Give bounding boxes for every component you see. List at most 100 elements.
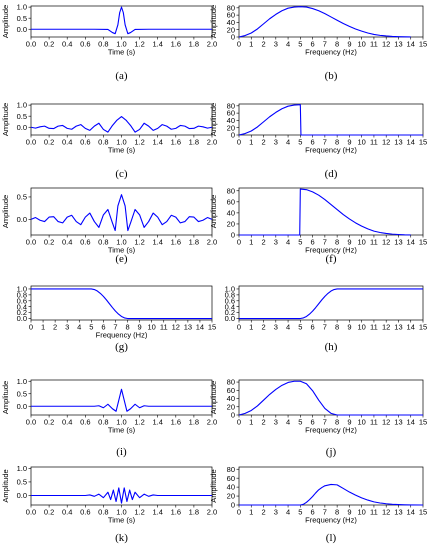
x-tick-label: 1.8 <box>189 238 199 247</box>
y-tick-label: 80 <box>227 465 235 474</box>
x-tick-label: 5 <box>89 323 93 332</box>
y-tick-label: 20 <box>227 123 235 132</box>
x-tick-label: 9 <box>347 508 351 517</box>
x-tick-label: 13 <box>184 323 192 332</box>
x-tick-label: 2 <box>261 138 265 147</box>
y-tick-label: 1.0 <box>17 464 27 473</box>
y-tick-label: 80 <box>227 378 235 387</box>
y-tick-label: 20 <box>227 25 235 34</box>
x-tick-label: 9 <box>347 418 351 427</box>
x-tick-label: 10 <box>357 323 365 332</box>
series-line <box>31 487 212 504</box>
x-tick-label: 2 <box>261 508 265 517</box>
x-tick-label: 0 <box>237 40 241 49</box>
x-tick-label: 11 <box>370 508 378 517</box>
x-tick-label: 0.6 <box>80 40 90 49</box>
panel-caption: (c) <box>115 168 128 180</box>
y-tick-label: 40 <box>227 394 235 403</box>
x-axis-label: Frequency (Hz) <box>305 146 357 155</box>
x-tick-label: 1 <box>41 323 45 332</box>
x-tick-label: 9 <box>347 323 351 332</box>
x-tick-label: 3 <box>274 323 278 332</box>
y-tick-label: 0.2 <box>17 308 27 317</box>
y-axis-label: Amplitude <box>1 469 10 502</box>
x-tick-label: 15 <box>208 323 216 332</box>
x-tick-label: 4 <box>286 40 290 49</box>
x-tick-label: 2.0 <box>207 508 217 517</box>
x-tick-label: 1.2 <box>134 418 144 427</box>
x-tick-label: 5 <box>298 138 302 147</box>
x-tick-label: 0.2 <box>44 238 54 247</box>
x-tick-label: 15 <box>419 508 427 517</box>
x-tick-label: 8 <box>335 138 339 147</box>
x-tick-label: 1 <box>249 508 253 517</box>
y-axis-label: Amplitude <box>209 103 218 136</box>
y-tick-label: 0.0 <box>17 215 27 224</box>
x-tick-label: 0.6 <box>80 508 90 517</box>
x-tick-label: 1.0 <box>116 508 126 517</box>
x-axis-label: Frequency (Hz) <box>305 48 357 57</box>
x-tick-label: 13 <box>394 418 402 427</box>
series-line <box>238 104 423 136</box>
x-tick-label: 0.8 <box>98 508 108 517</box>
x-tick-label: 0.8 <box>98 40 108 49</box>
x-tick-label: 11 <box>370 138 378 147</box>
y-tick-label: 1.0 <box>225 285 235 294</box>
x-tick-label: 0.8 <box>98 238 108 247</box>
x-tick-label: 8 <box>335 238 339 247</box>
x-tick-label: 2.0 <box>207 418 217 427</box>
plot-frame <box>238 379 424 416</box>
x-tick-label: 1.2 <box>134 238 144 247</box>
series-line <box>238 380 423 416</box>
y-tick-label: 0.6 <box>225 296 235 305</box>
y-tick-label: 60 <box>227 474 235 483</box>
x-tick-label: 13 <box>394 40 402 49</box>
x-tick-label: 1.6 <box>171 40 181 49</box>
y-tick-label: 20 <box>227 492 235 501</box>
y-tick-label: 20 <box>227 402 235 411</box>
y-tick-label: 0.5 <box>17 193 27 202</box>
x-tick-label: 7 <box>323 238 327 247</box>
plot-frame <box>30 379 213 416</box>
x-tick-label: 0.2 <box>44 138 54 147</box>
x-tick-label: 11 <box>370 323 378 332</box>
x-tick-label: 0.6 <box>80 238 90 247</box>
x-tick-label: 2.0 <box>207 138 217 147</box>
x-tick-label: 5 <box>298 40 302 49</box>
x-tick-label: 3 <box>274 508 278 517</box>
x-tick-label: 6 <box>311 418 315 427</box>
y-tick-label: 0.2 <box>225 308 235 317</box>
panel-h: 0 1 2 3 4 5 6 7 8 9 10 11 12 13 14 150.00.20.40.60.81.0… <box>225 285 428 353</box>
x-tick-label: 14 <box>407 238 415 247</box>
x-tick-label: 0.2 <box>44 508 54 517</box>
x-tick-label: 1.6 <box>171 138 181 147</box>
x-tick-label: 1.0 <box>116 418 126 427</box>
x-tick-label: 2 <box>261 418 265 427</box>
x-tick-label: 1 <box>249 238 253 247</box>
x-tick-label: 0.6 <box>80 418 90 427</box>
y-tick-label: 80 <box>227 3 235 12</box>
x-tick-label: 1 <box>249 138 253 147</box>
plot-frame <box>238 466 424 506</box>
series-line <box>239 483 424 506</box>
x-tick-label: 1.8 <box>189 40 199 49</box>
x-tick-label: 1.4 <box>152 238 162 247</box>
y-axis-label: Amplitude <box>209 195 218 228</box>
x-tick-label: 4 <box>286 323 290 332</box>
y-tick-label: 0.8 <box>17 290 27 299</box>
panel-caption: (g) <box>115 341 128 353</box>
series-line <box>31 288 212 320</box>
y-tick-label: 0 <box>231 411 235 420</box>
x-tick-label: 0 <box>237 138 241 147</box>
x-tick-label: 13 <box>394 138 402 147</box>
x-tick-label: 0.0 <box>26 138 36 147</box>
x-tick-label: 0 <box>237 323 241 332</box>
x-tick-label: 13 <box>394 323 402 332</box>
series-line <box>239 288 423 320</box>
x-tick-label: 11 <box>160 323 168 332</box>
x-tick-label: 5 <box>298 418 302 427</box>
x-axis-label: Frequency (Hz) <box>305 426 357 435</box>
x-tick-label: 0.0 <box>26 508 36 517</box>
x-tick-label: 0.0 <box>26 40 36 49</box>
